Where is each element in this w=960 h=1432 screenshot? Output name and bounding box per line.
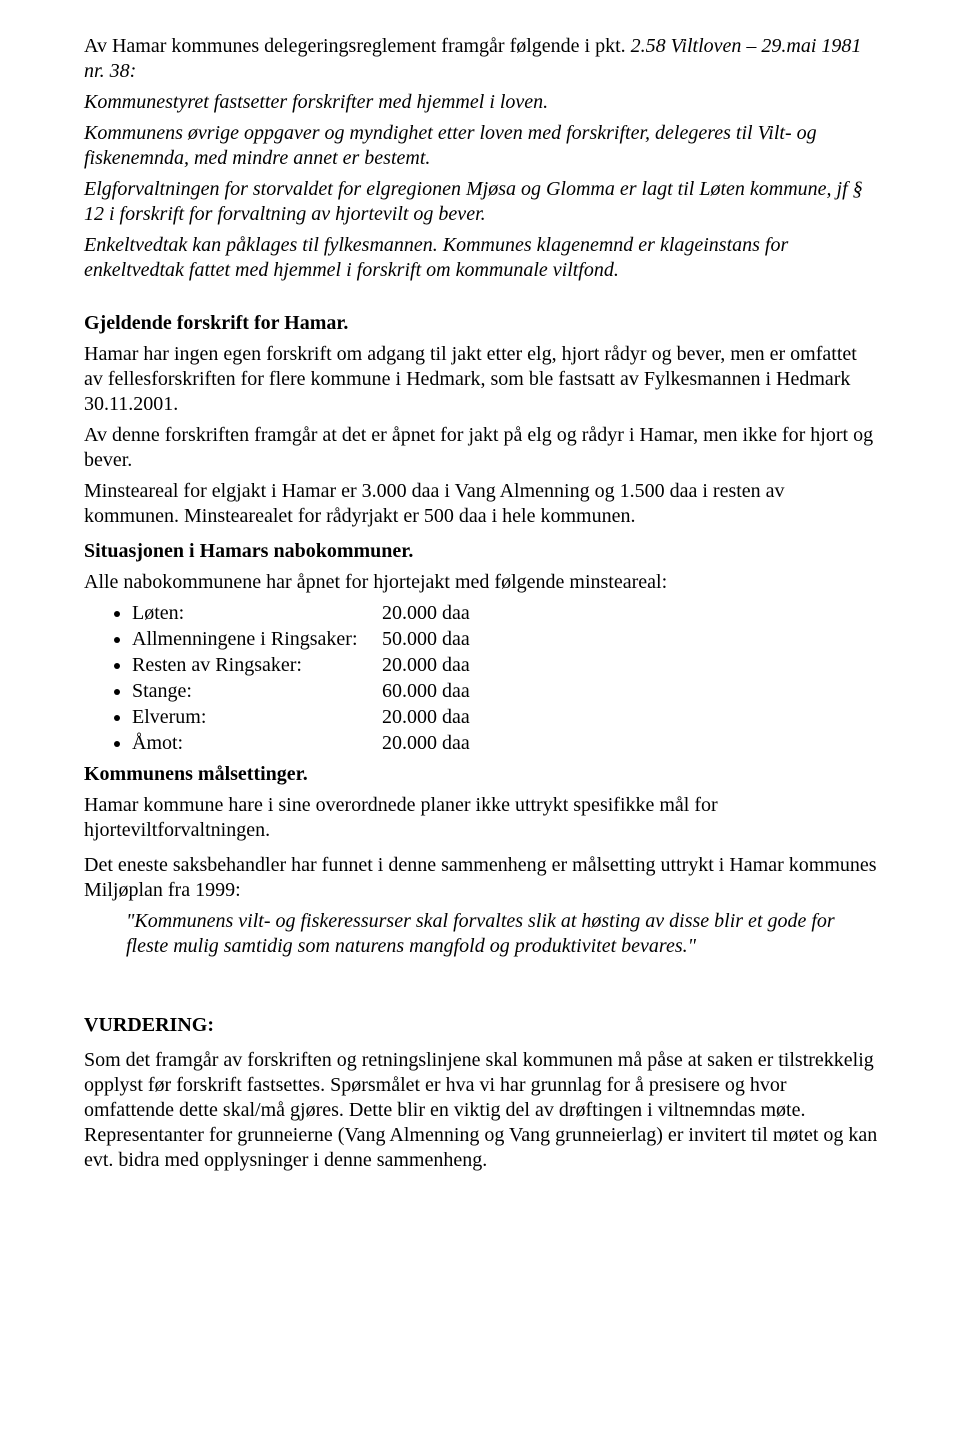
vurdering-heading: VURDERING: <box>84 1013 878 1038</box>
gjeldende-p1: Hamar har ingen egen forskrift om adgang… <box>84 342 878 417</box>
list-item-value: 50.000 daa <box>382 627 470 652</box>
maal-p1: Hamar kommune hare i sine overordnede pl… <box>84 793 878 843</box>
list-item: Stange: 60.000 daa <box>132 679 878 704</box>
list-item: Åmot: 20.000 daa <box>132 731 878 756</box>
maal-heading: Kommunens målsettinger. <box>84 762 878 787</box>
list-item-value: 20.000 daa <box>382 653 470 678</box>
nabokommuner-list: Løten: 20.000 daa Allmenningene i Ringsa… <box>84 601 878 756</box>
intro-p3: Kommunens øvrige oppgaver og myndighet e… <box>84 121 878 171</box>
list-item: Elverum: 20.000 daa <box>132 705 878 730</box>
gjeldende-heading: Gjeldende forskrift for Hamar. <box>84 311 878 336</box>
intro-line-1: Av Hamar kommunes delegeringsreglement f… <box>84 34 878 84</box>
maal-p2: Det eneste saksbehandler har funnet i de… <box>84 853 878 903</box>
list-item-value: 60.000 daa <box>382 679 470 704</box>
list-item-value: 20.000 daa <box>382 601 470 626</box>
list-item: Resten av Ringsaker: 20.000 daa <box>132 653 878 678</box>
list-item-label: Løten: <box>132 601 382 626</box>
list-item-label: Allmenningene i Ringsaker: <box>132 627 382 652</box>
intro-p2: Kommunestyret fastsetter forskrifter med… <box>84 90 878 115</box>
list-item-label: Åmot: <box>132 731 382 756</box>
list-item: Løten: 20.000 daa <box>132 601 878 626</box>
vurdering-p1: Som det framgår av forskriften og retnin… <box>84 1048 878 1173</box>
situasjon-intro: Alle nabokommunene har åpnet for hjortej… <box>84 570 878 595</box>
list-item-value: 20.000 daa <box>382 731 470 756</box>
gjeldende-p3: Minsteareal for elgjakt i Hamar er 3.000… <box>84 479 878 529</box>
situasjon-heading: Situasjonen i Hamars nabokommuner. <box>84 539 878 564</box>
intro-p5: Enkeltvedtak kan påklages til fylkesmann… <box>84 233 878 283</box>
list-item-value: 20.000 daa <box>382 705 470 730</box>
gjeldende-p2: Av denne forskriften framgår at det er å… <box>84 423 878 473</box>
maal-quote: "Kommunens vilt- og fiskeressurser skal … <box>84 909 878 959</box>
list-item-label: Resten av Ringsaker: <box>132 653 382 678</box>
list-item: Allmenningene i Ringsaker: 50.000 daa <box>132 627 878 652</box>
intro-prefix: Av Hamar kommunes delegeringsreglement f… <box>84 35 631 57</box>
list-item-label: Stange: <box>132 679 382 704</box>
intro-p4: Elgforvaltningen for storvaldet for elgr… <box>84 177 878 227</box>
list-item-label: Elverum: <box>132 705 382 730</box>
